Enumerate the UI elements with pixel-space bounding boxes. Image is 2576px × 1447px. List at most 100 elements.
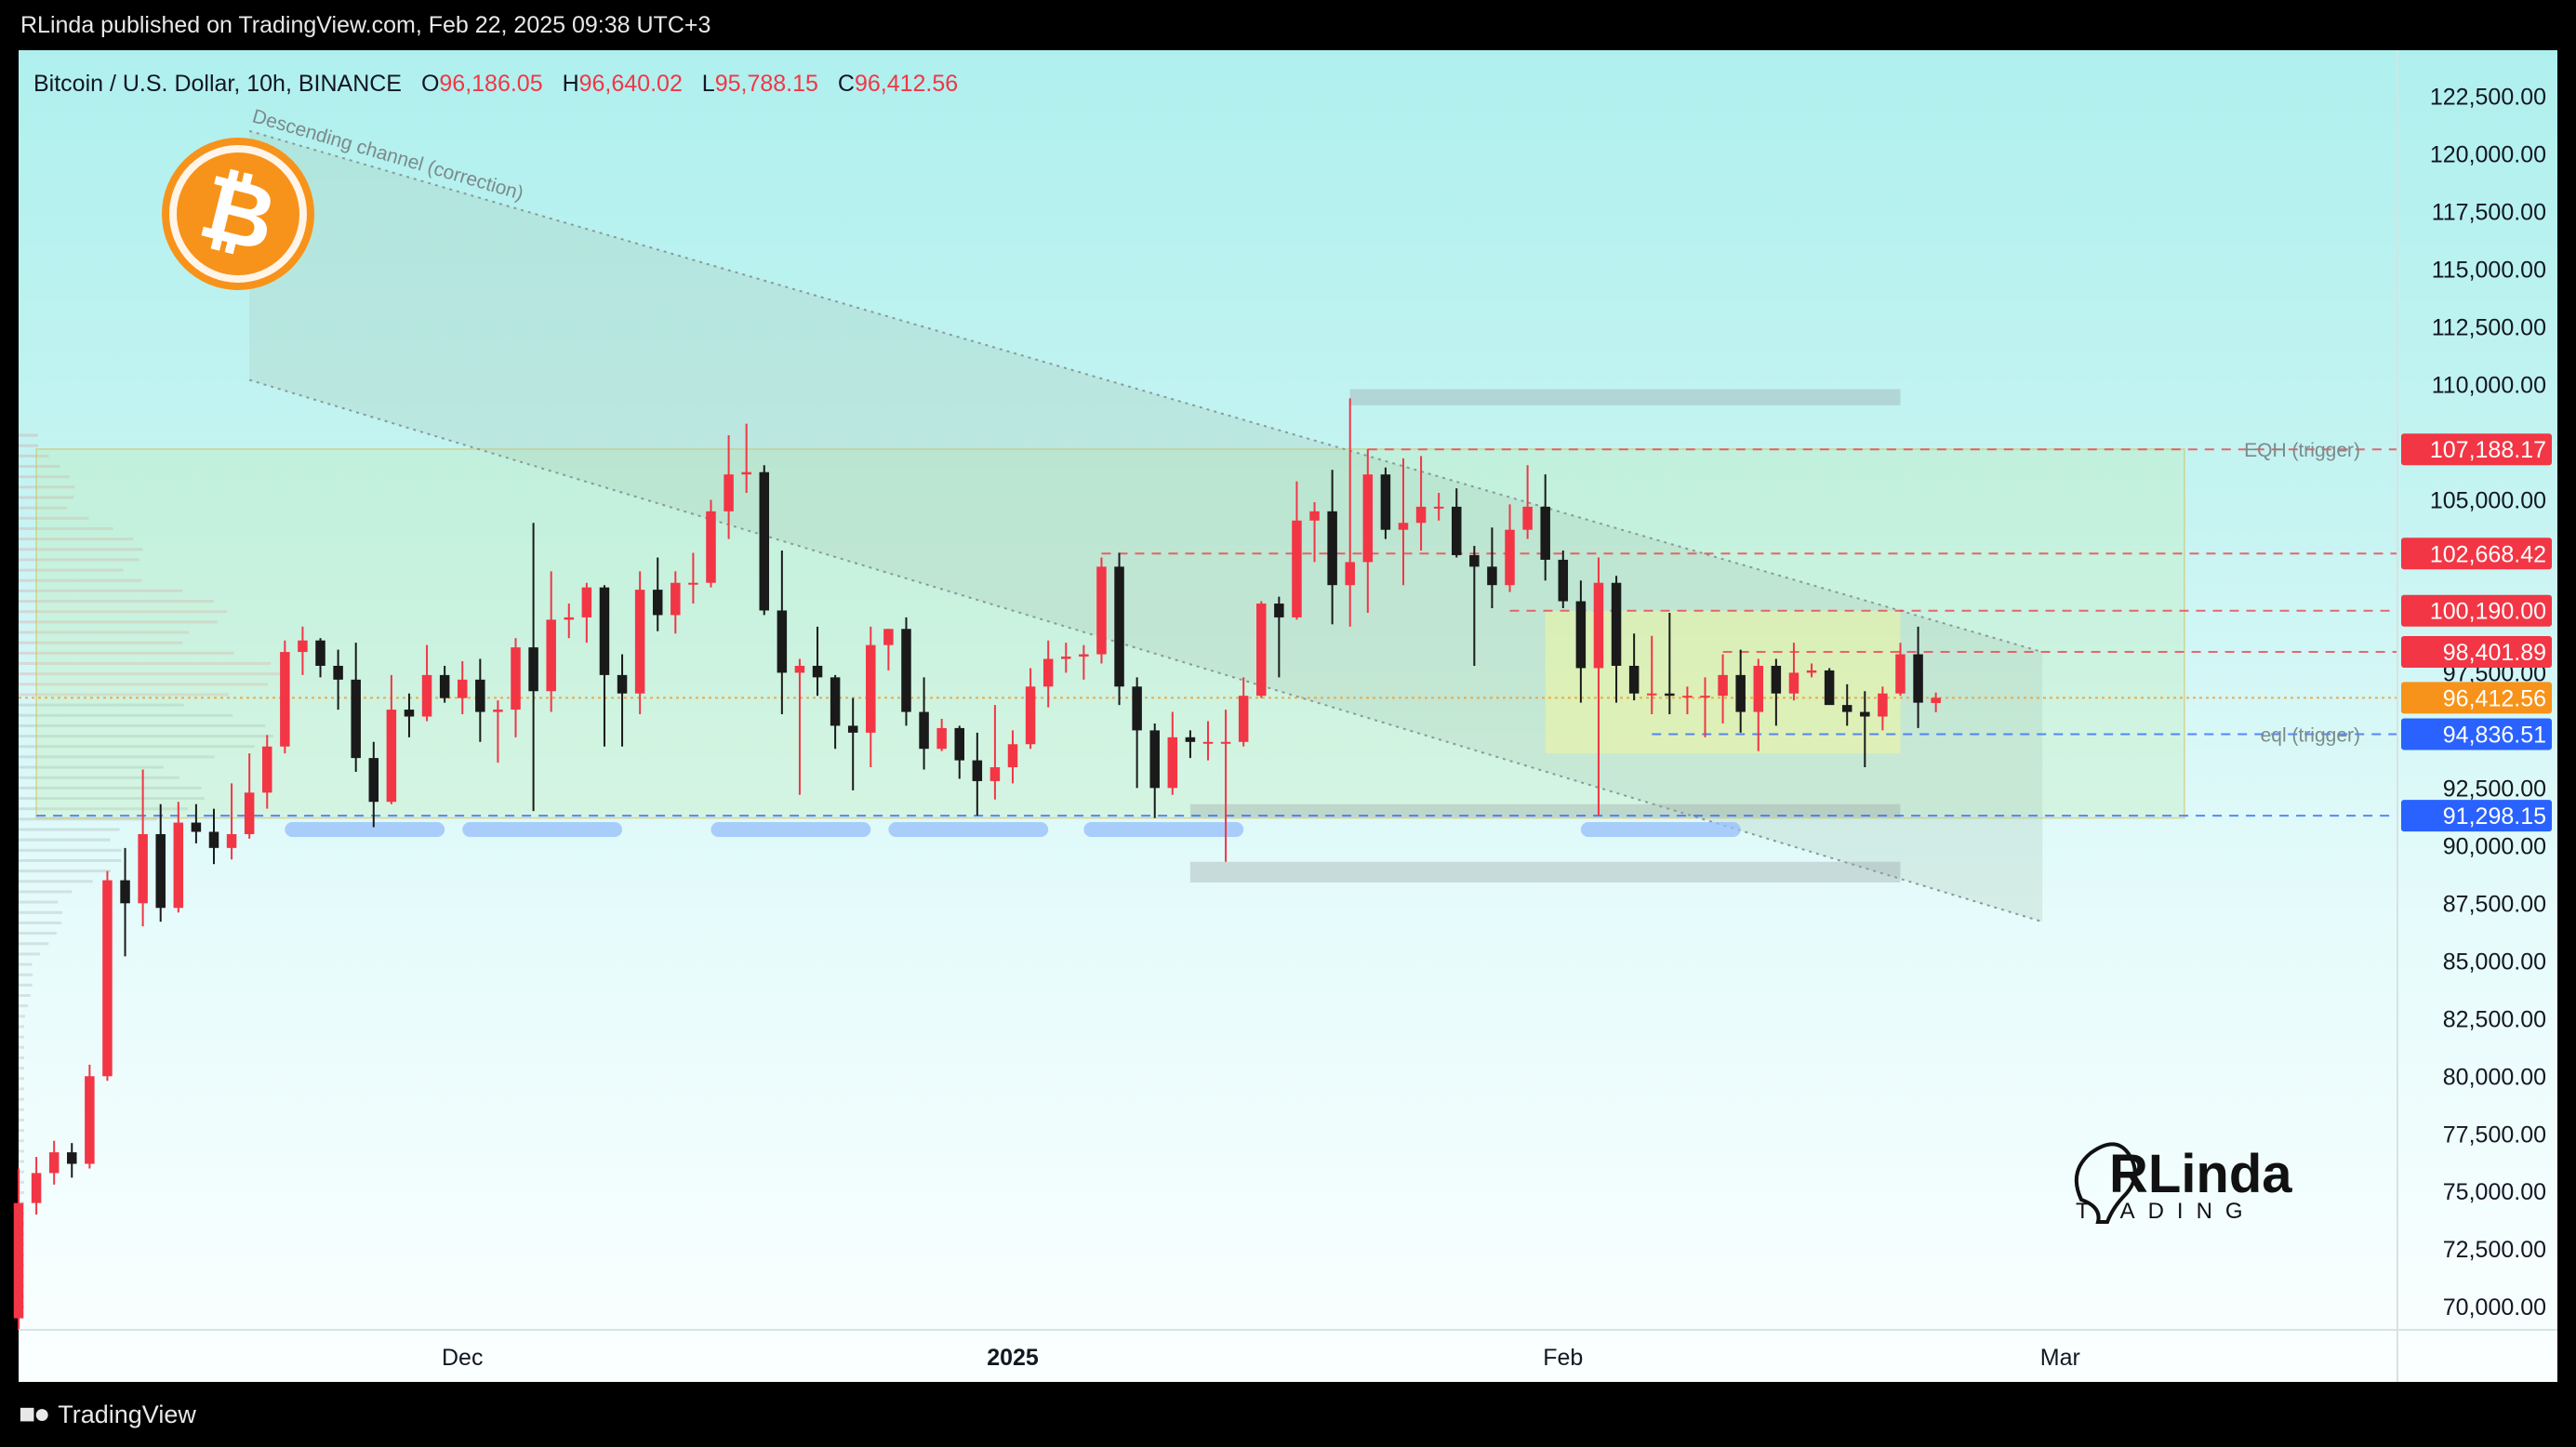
tradingview-label: TradingView [58, 1401, 196, 1428]
candle-body [1025, 686, 1036, 745]
candle [1931, 692, 1941, 712]
price-tick-label: 82,500.00 [2443, 1006, 2546, 1032]
volume-profile-bar [19, 1129, 24, 1133]
volume-profile-bar [19, 631, 190, 634]
price-tick-label: 122,500.00 [2430, 85, 2546, 111]
candle [599, 585, 610, 747]
volume-profile-bar [19, 496, 74, 499]
candle-body [85, 1076, 95, 1164]
volume-profile-bar [19, 1139, 24, 1143]
candle [1558, 551, 1569, 608]
candle [671, 571, 681, 634]
price-tick-label: 70,000.00 [2443, 1294, 2546, 1321]
price-badge-label: 102,668.42 [2430, 541, 2546, 567]
candle [155, 803, 166, 923]
price-tick-label: 105,000.00 [2430, 487, 2546, 513]
candle-body [1114, 566, 1124, 687]
candle [1665, 612, 1675, 715]
price-tick-label: 75,000.00 [2443, 1179, 2546, 1205]
candle [298, 626, 308, 675]
volume-profile-bar [19, 807, 189, 811]
candle-body [208, 831, 219, 848]
candle-body [31, 1173, 42, 1203]
volume-profile-bar [19, 776, 180, 779]
candle [1700, 677, 1710, 737]
candle-body [1700, 696, 1710, 698]
price-badge-bg [2401, 682, 2552, 714]
price-badge-bg [2401, 594, 2552, 627]
candle-body [1824, 670, 1835, 706]
candle [1646, 635, 1657, 715]
candle [1522, 465, 1533, 539]
candle-body [1362, 474, 1374, 563]
price-axis[interactable]: 122,500.00 120,000.00 117,500.00 115,000.00… [2430, 85, 2546, 1321]
candle [706, 499, 716, 588]
volume-profile-bar [19, 1170, 24, 1174]
volume-profile-bar [19, 444, 39, 447]
range-box [35, 448, 2185, 819]
candle-body [617, 674, 628, 694]
candle-body [1061, 657, 1071, 659]
price-badge-bg [2401, 718, 2552, 750]
volume-profile-bar [19, 755, 215, 759]
volume-profile-bar [19, 1097, 24, 1101]
candle [954, 725, 964, 779]
price-badge: 107,188.17 [2401, 433, 2552, 466]
candle-body [511, 647, 521, 710]
candle [989, 705, 1001, 800]
candle-body [1309, 511, 1320, 521]
volume-profile-bar [19, 858, 122, 862]
candle-body [1558, 559, 1569, 602]
candle-body [1238, 696, 1249, 742]
candle [1540, 474, 1550, 581]
publish-header: RLinda published on TradingView.com, Feb… [0, 0, 2576, 50]
candle-body [1452, 506, 1462, 555]
price-badge: 100,190.00 [2401, 594, 2552, 627]
candle [1628, 633, 1640, 701]
candle-body [1096, 566, 1107, 655]
candle-body [528, 647, 538, 692]
candle-body [262, 746, 272, 793]
candle-body [847, 725, 858, 733]
candle [546, 571, 556, 712]
level-note: EQH (trigger) [2244, 440, 2360, 461]
candle [404, 693, 415, 737]
candle [511, 638, 521, 737]
candle [1487, 527, 1497, 608]
candle-body [1522, 506, 1533, 530]
volume-profile-bar [19, 1077, 24, 1081]
candle-body [564, 617, 575, 620]
price-badge-bg [2401, 433, 2552, 466]
volume-profile-bar [19, 1067, 24, 1070]
volume-profile-bar [19, 910, 62, 914]
footer-bar: ■● TradingView [0, 1382, 2576, 1447]
candle-body [102, 880, 113, 1077]
candle-body [1682, 696, 1693, 698]
volume-profile-bar [19, 600, 214, 604]
candle-body [315, 640, 325, 666]
candle [1824, 668, 1835, 706]
volume-profile-bar [19, 1180, 24, 1184]
candle [1149, 723, 1160, 818]
candle [1682, 686, 1693, 715]
candle-body [812, 665, 823, 678]
candle [102, 870, 113, 1082]
level-note: eql (trigger) [2261, 724, 2360, 746]
candle-body [1913, 654, 1923, 703]
tradingview-brand[interactable]: ■● TradingView [19, 1382, 196, 1447]
volume-profile-bar [19, 870, 112, 873]
candle-body [901, 629, 911, 712]
candle [120, 847, 130, 957]
volume-profile-bar [19, 610, 227, 614]
candle [1025, 668, 1036, 750]
candle-body [919, 711, 929, 750]
candle [901, 617, 911, 726]
candle [1860, 691, 1870, 768]
candle-body [1007, 744, 1018, 768]
volume-profile-bar [19, 1045, 24, 1049]
candle-body [759, 471, 770, 611]
candle-body [1735, 674, 1746, 712]
time-axis[interactable]: Dec 2025 Feb Mar [442, 1345, 2080, 1371]
volume-profile-bar [19, 672, 284, 676]
